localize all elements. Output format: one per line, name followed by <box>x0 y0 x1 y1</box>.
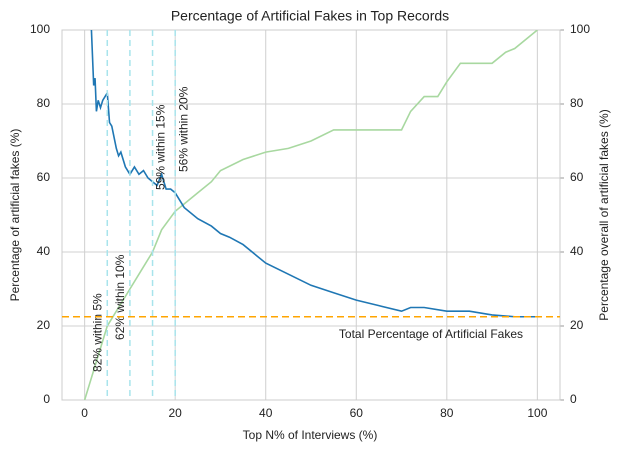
vline-label: 62% within 10% <box>113 254 127 340</box>
x-axis-label: Top N% of Interviews (%) <box>243 428 378 442</box>
chart-title: Percentage of Artificial Fakes in Top Re… <box>171 8 449 24</box>
x-tick-label: 80 <box>440 406 454 420</box>
y2-tick-label: 100 <box>570 22 590 36</box>
vline-label: 59% within 15% <box>154 104 168 190</box>
y-tick-label: 40 <box>37 244 51 258</box>
y2-tick-label: 80 <box>570 96 584 110</box>
vline-label: 82% within 5% <box>90 293 104 372</box>
x-tick-label: 0 <box>81 406 88 420</box>
plot-frame <box>61 29 561 401</box>
hline-label: Total Percentage of Artificial Fakes <box>339 327 523 341</box>
y2-tick-label: 0 <box>570 392 577 406</box>
vline-label: 56% within 20% <box>176 86 190 172</box>
y-tick-label: 80 <box>37 96 51 110</box>
y-tick-label: 0 <box>43 392 50 406</box>
y2-tick-label: 60 <box>570 170 584 184</box>
x-tick-label: 60 <box>350 406 364 420</box>
y-tick-label: 20 <box>37 318 51 332</box>
x-tick-label: 40 <box>259 406 273 420</box>
data-line <box>83 30 538 400</box>
y-tick-label: 100 <box>30 22 50 36</box>
data-line <box>90 30 538 318</box>
y-tick-label: 60 <box>37 170 51 184</box>
y2-tick-label: 40 <box>570 244 584 258</box>
x-tick-label: 20 <box>169 406 183 420</box>
x-tick-label: 100 <box>527 406 547 420</box>
y-axis-label: Percentage of artificial fakes (%) <box>8 129 22 302</box>
y2-tick-label: 20 <box>570 318 584 332</box>
y2-axis-label: Percentage overall of artificial fakes (… <box>597 109 611 320</box>
